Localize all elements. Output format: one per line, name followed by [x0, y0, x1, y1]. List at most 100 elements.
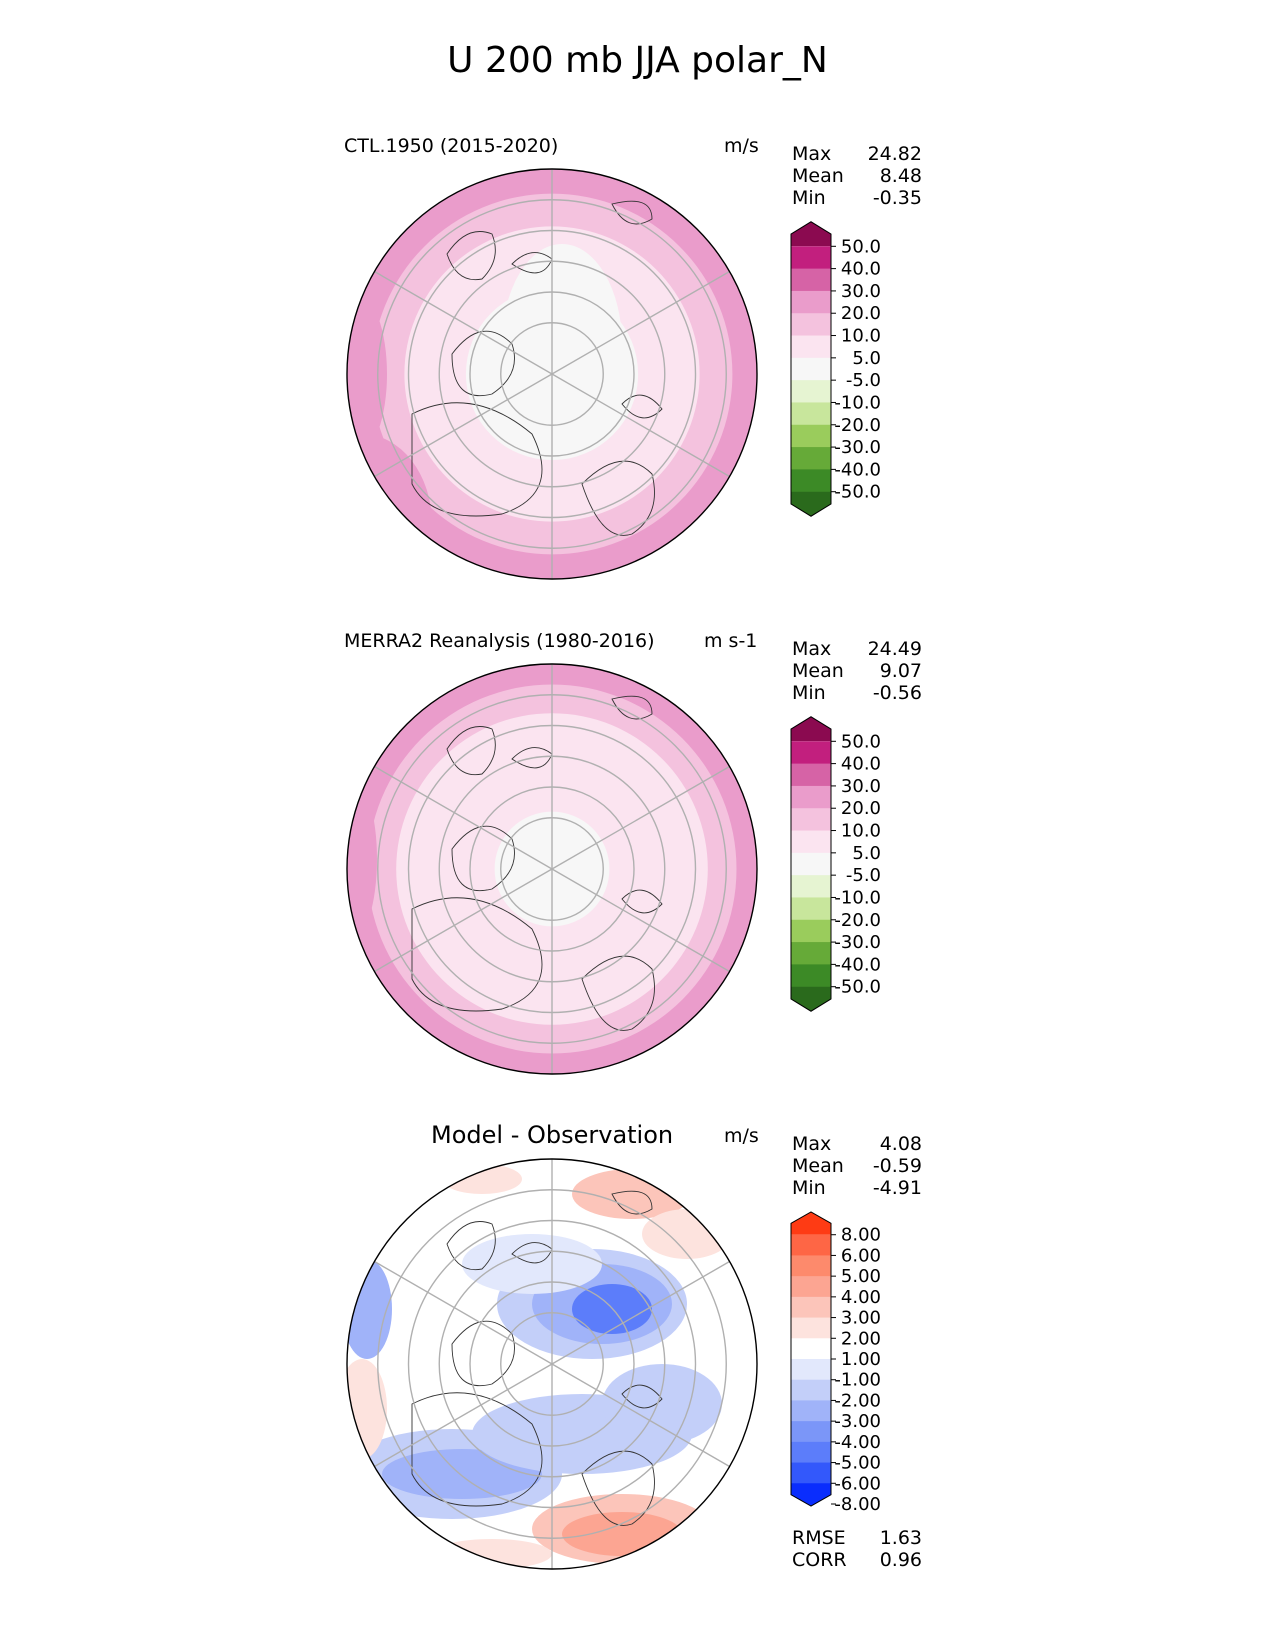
- figure-title: U 200 mb JJA polar_N: [447, 40, 828, 81]
- coastline: [446, 1221, 496, 1271]
- colorbar-segment: [791, 1276, 831, 1298]
- colorbar-outline: [790, 716, 832, 1012]
- colorbar-segment: [791, 1462, 831, 1484]
- panel-title: MERRA2 Reanalysis (1980-2016): [344, 630, 655, 652]
- colorbar-segment: [791, 1211, 831, 1235]
- colorbar-tick-label: 5.0: [852, 348, 881, 369]
- colorbar-segment: [791, 268, 831, 292]
- colorbar-segment: [791, 1255, 831, 1277]
- colorbar-segment: [791, 763, 831, 787]
- colorbar-segment: [791, 491, 831, 517]
- mean-label: Mean: [792, 165, 844, 187]
- panel-obs: MERRA2 Reanalysis (1980-2016) m s-1 Max 2…: [0, 622, 1275, 1092]
- field-patch: [347, 779, 377, 939]
- min-value: -0.35: [872, 187, 922, 209]
- mean-label: Mean: [792, 1155, 844, 1177]
- meridian-line: [374, 373, 553, 478]
- panel-units: m s-1: [704, 630, 758, 652]
- colorbar-tick-label: 40.0: [841, 754, 881, 775]
- colorbar-tick-label: 50.0: [841, 236, 881, 257]
- mean-label: Mean: [792, 660, 844, 682]
- colorbar-tick-label: 40.0: [841, 259, 881, 280]
- max-label: Max: [792, 638, 832, 660]
- colorbar-segment: [791, 469, 831, 493]
- colorbar-segment: [791, 964, 831, 988]
- meridian-line: [551, 270, 730, 375]
- colorbar-segment: [791, 875, 831, 898]
- colorbar-segment: [791, 716, 831, 742]
- colorbar-segment: [791, 1234, 831, 1256]
- coastline: [621, 889, 663, 914]
- map-boundary: [346, 1158, 758, 1570]
- colorbar-segment: [791, 919, 831, 943]
- coastline: [446, 231, 496, 281]
- colorbar-segment: [791, 808, 831, 832]
- colorbar-segment: [791, 424, 831, 448]
- colorbar-tick-label: 30.0: [841, 281, 881, 302]
- meridian-line: [374, 1363, 553, 1468]
- colorbar-tick-label: 2.00: [841, 1328, 881, 1349]
- min-value: -0.56: [872, 682, 922, 704]
- polar-map-2: 50.040.030.020.010.05.0-5.0-10.0-20.0-30…: [346, 663, 881, 1075]
- stats-box: Max 4.08 Mean -0.59 Min -4.91: [792, 1133, 922, 1199]
- coastline: [411, 897, 543, 1012]
- meridian-line: [551, 373, 730, 478]
- coastline: [611, 200, 653, 225]
- colorbar-tick-label: -10.0: [834, 392, 881, 413]
- corr-value: 0.96: [879, 1549, 922, 1571]
- colorbar-segment: [791, 897, 831, 921]
- panel-diff: Model - Observation m/s Max 4.08 Mean -0.5…: [0, 1117, 1275, 1587]
- field-patch: [347, 294, 387, 454]
- coastline: [411, 1392, 543, 1507]
- colorbar-segment: [791, 221, 831, 247]
- colorbar-tick-label: 50.0: [841, 731, 881, 752]
- colorbar-segment: [791, 290, 831, 314]
- meridian-line: [551, 765, 730, 870]
- max-value: 4.08: [879, 1133, 922, 1155]
- colorbar-segment: [791, 741, 831, 765]
- colorbar-tick-label: -5.0: [846, 370, 881, 391]
- colorbar-segment: [791, 1379, 831, 1401]
- colorbar-tick-label: 1.00: [841, 1349, 881, 1370]
- field-patch: [432, 1539, 552, 1569]
- field-patch: [462, 1234, 602, 1294]
- meridian-line: [551, 868, 730, 973]
- colorbar-tick-label: -30.0: [834, 437, 881, 458]
- colorbar-segment: [791, 1296, 831, 1319]
- colorbar-segment: [791, 785, 831, 809]
- colorbar-tick-label: 20.0: [841, 798, 881, 819]
- colorbar-tick-label: -50.0: [834, 977, 881, 998]
- coastline: [581, 955, 655, 1031]
- colorbar-segment: [791, 1441, 831, 1464]
- colorbar-segment: [791, 852, 831, 876]
- field-patch: [382, 1449, 542, 1499]
- colorbar-tick-label: 8.00: [841, 1225, 881, 1246]
- colorbar-segment: [791, 942, 831, 965]
- min-value: -4.91: [872, 1177, 922, 1199]
- coastline: [621, 1384, 663, 1409]
- polar-map-1: 50.040.030.020.010.05.0-5.0-10.0-20.0-30…: [346, 168, 881, 580]
- colorbar-tick-label: 6.00: [841, 1245, 881, 1266]
- colorbar-tick-label: -30.0: [834, 932, 881, 953]
- polar-map-3: 8.006.005.004.003.002.001.00-1.00-2.00-3…: [346, 1158, 881, 1570]
- meridian-line: [374, 868, 553, 973]
- colorbar-tick-label: -40.0: [834, 459, 881, 480]
- colorbar-segment: [791, 1400, 831, 1422]
- rmse-label: RMSE: [792, 1527, 846, 1549]
- stats-box: Max 24.49 Mean 9.07 Min -0.56: [792, 638, 922, 704]
- colorbar-tick-label: -6.00: [834, 1473, 881, 1494]
- map-boundary: [346, 168, 758, 580]
- colorbar-tick-label: -4.00: [834, 1432, 881, 1453]
- field-patch: [347, 1259, 392, 1359]
- map-field: [347, 169, 757, 579]
- colorbar-segment: [791, 335, 831, 359]
- meridian-line: [374, 765, 553, 870]
- coastline: [411, 402, 543, 517]
- corr-label: CORR: [792, 1549, 847, 1571]
- meridian-line: [551, 1260, 730, 1365]
- map-boundary: [346, 663, 758, 1075]
- colorbar-tick-label: 10.0: [841, 326, 881, 347]
- panel-units: m/s: [724, 135, 759, 157]
- rmse-corr-box: RMSE 1.63 CORR 0.96: [792, 1527, 922, 1571]
- colorbar-tick-label: -50.0: [834, 482, 881, 503]
